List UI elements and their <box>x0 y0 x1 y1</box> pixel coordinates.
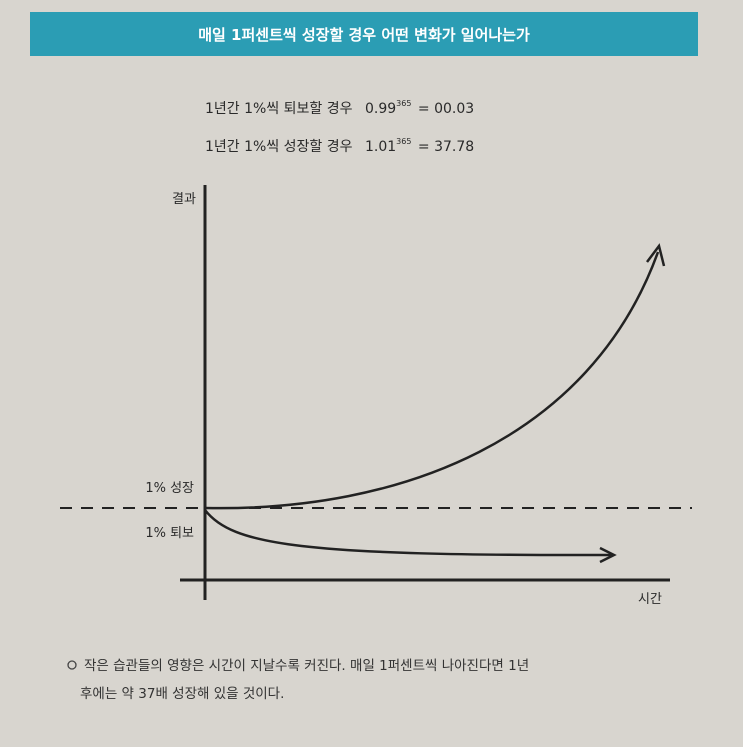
growth-label: 1% 성장 <box>145 481 194 496</box>
header-title: 매일 1퍼센트씩 성장할 경우 어떤 변화가 일어나는가 <box>198 26 530 44</box>
formula-label: 1년간 1%씩 성장할 경우 <box>205 139 353 155</box>
y-axis-label: 결과 <box>172 192 196 207</box>
header-bar <box>30 12 698 56</box>
growth-curve <box>204 251 660 510</box>
x-axis-label: 시간 <box>638 592 662 607</box>
caption-bullet <box>67 660 77 670</box>
caption-line: 후에는 약 37배 성장해 있을 것이다. <box>80 686 284 702</box>
decline-label: 1% 퇴보 <box>145 526 194 541</box>
formula-result: 37.78 <box>434 139 474 155</box>
formula-growth: 1년간 1%씩 성장할 경우 1.01365 = 37.78 <box>205 132 474 155</box>
decline-arrowhead <box>599 546 617 564</box>
formula-decline: 1년간 1%씩 퇴보할 경우 0.99365 = 00.03 <box>205 94 474 117</box>
formula-equals: = <box>418 139 430 155</box>
formula-exponent: 365 <box>396 99 411 108</box>
formula-result: 00.03 <box>434 101 474 117</box>
growth-arrowhead <box>646 243 666 267</box>
formula-exponent: 365 <box>396 137 411 146</box>
formula-base: 1.01 <box>365 139 396 155</box>
formula-label: 1년간 1%씩 퇴보할 경우 <box>205 101 353 117</box>
formula-equals: = <box>418 101 430 117</box>
formula-base: 0.99 <box>365 101 396 117</box>
decline-curve <box>204 509 613 557</box>
caption-line: 작은 습관들의 영향은 시간이 지날수록 커진다. 매일 1퍼센트씩 나아진다면… <box>84 658 529 674</box>
